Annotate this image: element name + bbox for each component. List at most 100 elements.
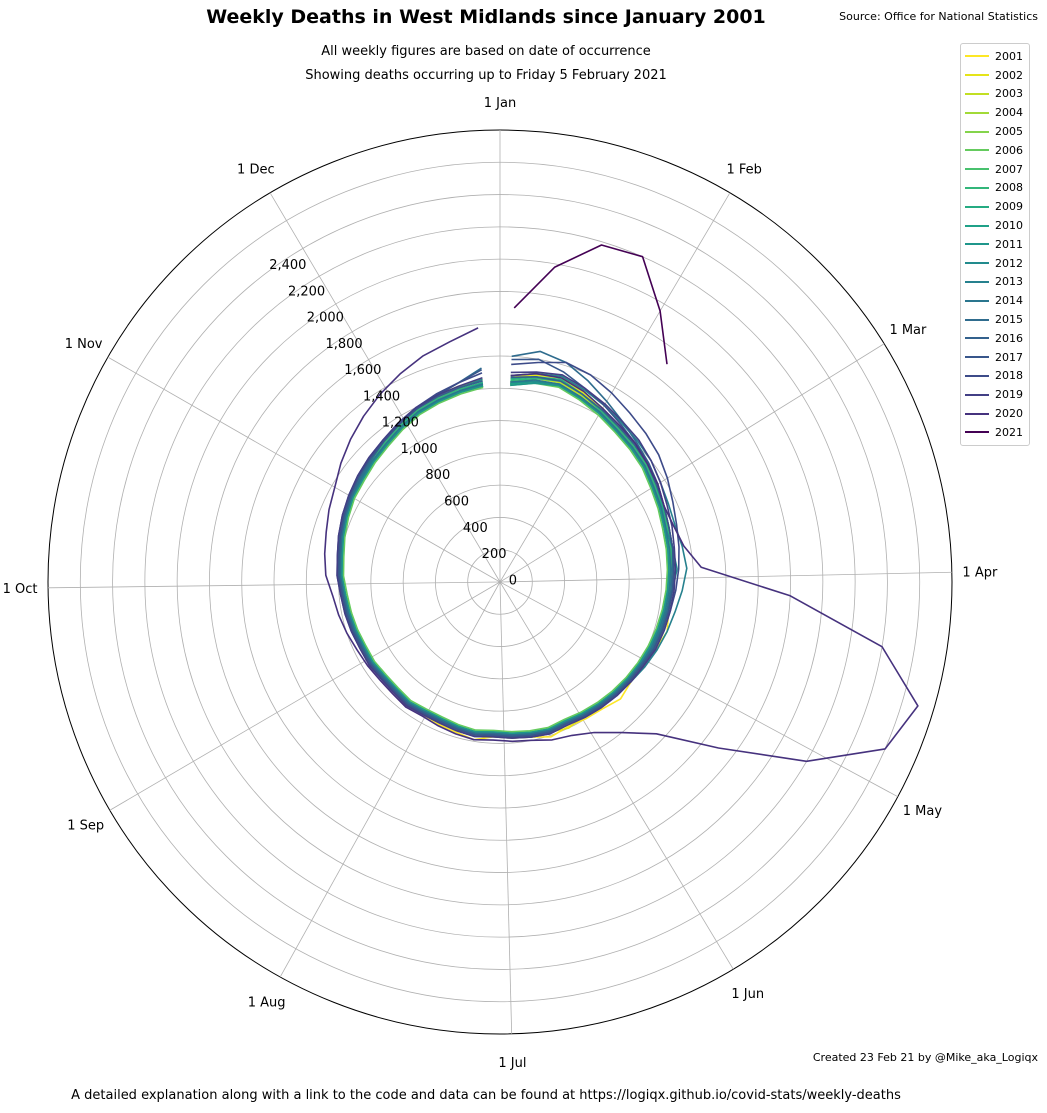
radial-tick-label: 2,200 (288, 284, 325, 299)
radial-tick-label: 1,200 (382, 416, 419, 431)
series-line-2006 (342, 382, 669, 733)
legend-swatch (965, 168, 989, 171)
angle-label: 1 Feb (726, 163, 761, 178)
angular-grid-line (499, 581, 898, 798)
legend-label: 2007 (995, 162, 1023, 176)
legend-item-2012: 2012 (961, 254, 1029, 273)
angular-grid-line (107, 356, 501, 583)
legend-item-2001: 2001 (961, 47, 1029, 66)
legend-swatch (965, 374, 989, 377)
angular-grid-line (48, 581, 501, 589)
legend-item-2013: 2013 (961, 273, 1029, 292)
legend-swatch (965, 412, 989, 415)
legend-label: 2019 (995, 388, 1023, 402)
legend-label: 2001 (995, 49, 1023, 63)
legend-item-2002: 2002 (961, 66, 1029, 85)
radial-tick-label: 1,800 (325, 337, 362, 352)
legend-swatch (965, 74, 989, 77)
legend-label: 2012 (995, 256, 1023, 270)
legend-swatch (965, 431, 989, 434)
legend-item-2004: 2004 (961, 103, 1029, 122)
legend-item-2007: 2007 (961, 160, 1029, 179)
angle-label: 1 Apr (962, 566, 998, 581)
angular-grid-line (269, 192, 501, 583)
radial-tick-label: 200 (482, 547, 507, 562)
grid-layer (47, 129, 953, 1035)
angle-label: 1 Nov (65, 337, 103, 352)
angle-label: 1 Aug (248, 995, 286, 1010)
legend-swatch (965, 318, 989, 321)
legend-swatch (965, 243, 989, 246)
legend-item-2006: 2006 (961, 141, 1029, 160)
radial-tick-label: 800 (425, 468, 450, 483)
angle-label: 1 Jan (484, 96, 516, 111)
legend-label: 2002 (995, 68, 1023, 82)
angle-label: 1 Jun (731, 987, 764, 1002)
legend-item-2016: 2016 (961, 329, 1029, 348)
radial-tick-label: 600 (444, 495, 469, 510)
radial-tick-label: 2,400 (269, 258, 306, 273)
series-line-2020 (323, 327, 919, 763)
radial-tick-label: 0 (509, 573, 517, 588)
legend-label: 2010 (995, 219, 1023, 233)
legend-item-2017: 2017 (961, 348, 1029, 367)
angle-label: 1 Dec (237, 163, 275, 178)
chart-subtitle-cutoff: Showing deaths occurring up to Friday 5 … (305, 68, 667, 83)
legend-item-2005: 2005 (961, 122, 1029, 141)
legend-swatch (965, 205, 989, 208)
angular-grid-line (499, 581, 513, 1034)
radial-tick-label: 1,000 (400, 442, 437, 457)
legend-label: 2015 (995, 313, 1023, 327)
legend-label: 2016 (995, 331, 1023, 345)
legend-swatch (965, 92, 989, 95)
legend-label: 2014 (995, 294, 1023, 308)
legend-swatch (965, 149, 989, 152)
angle-label: 1 Sep (67, 818, 104, 833)
angular-grid-line (499, 571, 952, 583)
legend-item-2019: 2019 (961, 385, 1029, 404)
chart-legend: 2001 2002 2003 2004 2005 2006 2007 2008 2009 2010… (960, 43, 1030, 446)
radial-tick-label: 1,400 (363, 389, 400, 404)
legend-swatch (965, 55, 989, 58)
legend-label: 2006 (995, 143, 1023, 157)
angular-grid-line (499, 581, 734, 970)
series-line-2021 (513, 244, 668, 365)
angular-grid-line (499, 343, 885, 583)
series-layer (323, 244, 919, 763)
angle-label: 1 Jul (498, 1056, 526, 1071)
legend-item-2010: 2010 (961, 216, 1029, 235)
series-line-2011 (341, 382, 670, 735)
radial-tick-label: 2,000 (307, 311, 344, 326)
legend-item-2011: 2011 (961, 235, 1029, 254)
legend-item-2014: 2014 (961, 291, 1029, 310)
legend-swatch (965, 356, 989, 359)
angle-label: 1 Oct (3, 582, 38, 597)
legend-label: 2005 (995, 125, 1023, 139)
legend-label: 2017 (995, 350, 1023, 364)
legend-label: 2018 (995, 369, 1023, 383)
legend-swatch (965, 262, 989, 265)
legend-item-2003: 2003 (961, 85, 1029, 104)
legend-swatch (965, 224, 989, 227)
angular-grid-line (499, 192, 731, 583)
legend-label: 2021 (995, 425, 1023, 439)
legend-label: 2008 (995, 181, 1023, 195)
legend-label: 2011 (995, 237, 1023, 251)
footer-note: A detailed explanation along with a link… (71, 1088, 901, 1103)
legend-label: 2020 (995, 407, 1023, 421)
chart-title: Weekly Deaths in West Midlands since Jan… (206, 6, 766, 28)
radial-tick-label: 1,600 (344, 363, 381, 378)
legend-item-2020: 2020 (961, 404, 1029, 423)
source-note: Source: Office for National Statistics (839, 10, 1038, 23)
series-line-2019 (336, 371, 677, 739)
legend-swatch (965, 393, 989, 396)
legend-label: 2013 (995, 275, 1023, 289)
legend-item-2018: 2018 (961, 367, 1029, 386)
chart-subtitle-occurrence: All weekly figures are based on date of … (321, 44, 651, 59)
angle-label: 1 Mar (889, 323, 927, 338)
label-layer: 1 Jan 1 Feb 1 Mar 1 Apr 1 May 1 Jun 1 Jul 1 Aug… (3, 96, 998, 1071)
legend-swatch (965, 111, 989, 114)
legend-label: 2009 (995, 200, 1023, 214)
legend-item-2021: 2021 (961, 423, 1029, 442)
